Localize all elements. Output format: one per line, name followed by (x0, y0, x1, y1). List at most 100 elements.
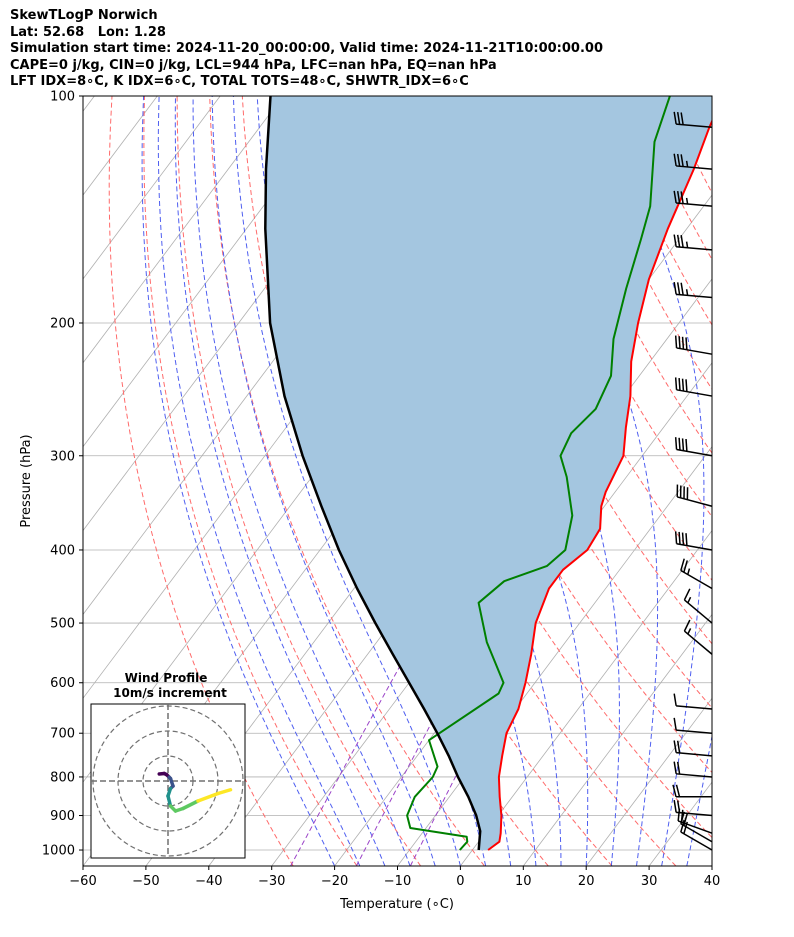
wind-barbs (672, 111, 713, 851)
y-tick-label: 700 (50, 727, 75, 742)
wind-barb-feather (676, 153, 681, 167)
wind-barb-feather (673, 234, 677, 247)
cape-shading (265, 96, 712, 850)
y-tick-label: 100 (50, 90, 75, 105)
wind-barb-feather (680, 112, 684, 125)
wind-barb (672, 784, 712, 798)
isotherm-line (83, 96, 95, 112)
x-tick-label: 40 (704, 874, 721, 889)
indices-text-2: LFT IDX=8∘C, K IDX=6∘C, TOTAL TOTS=48∘C,… (10, 74, 469, 90)
wind-barb-half-feather (687, 568, 691, 575)
wind-barb-feather (680, 282, 684, 296)
dry-adiabat-line (143, 96, 358, 866)
isotherm-line (460, 529, 712, 866)
wind-barb-staff (676, 165, 713, 170)
x-tick-label: −30 (258, 874, 285, 889)
wind-barb-feather (681, 336, 685, 350)
wind-barb-feather (673, 190, 677, 204)
wind-barb-feather (676, 234, 681, 248)
dry-adiabat-line (697, 96, 712, 127)
wind-barb-feather (680, 191, 684, 204)
y-tick-label: 1000 (42, 844, 75, 859)
x-tick-label: −20 (321, 874, 348, 889)
wind-barb-feather (680, 235, 684, 248)
wind-barb-feather (676, 112, 681, 125)
moist-adiabat-line (174, 96, 386, 866)
wind-barb (676, 484, 713, 507)
hodograph-trace-segment (181, 799, 200, 811)
wind-barb-staff (676, 773, 713, 778)
wind-barb-staff (683, 630, 713, 655)
wind-barb-half-feather (685, 197, 689, 205)
wind-barb (673, 234, 713, 251)
wind-barb (673, 153, 713, 170)
wind-barb (683, 619, 713, 655)
wind-barb (674, 437, 713, 457)
wind-barb-staff (676, 389, 713, 397)
x-tick-label: −50 (132, 874, 159, 889)
x-tick-label: 30 (641, 874, 658, 889)
moist-adiabat-line (232, 96, 461, 866)
dewpoint-line (406, 96, 671, 851)
wind-barb-feather (681, 438, 685, 451)
wind-barb-staff (676, 448, 713, 457)
wind-barb-feather (673, 281, 677, 295)
wind-barb-feather (673, 761, 677, 774)
dry-adiabat-line (502, 96, 712, 518)
wind-barb-feather (674, 531, 678, 544)
wind-barb (673, 800, 713, 817)
wind-barb (673, 761, 713, 778)
wind-barb-feather (674, 335, 678, 348)
hodograph-subtitle: 10m/s increment (113, 686, 227, 700)
x-tick-label: 10 (515, 874, 532, 889)
wind-barb (673, 190, 713, 207)
wind-barb-feather (674, 377, 678, 390)
dry-adiabat-line (535, 96, 712, 454)
isotherm-line (334, 362, 712, 866)
wind-barb-half-feather (685, 241, 689, 248)
moist-adiabat-line (141, 96, 336, 866)
indices-text: CAPE=0 j/kg, CIN=0 j/kg, LCL=944 hPa, LF… (10, 57, 497, 73)
wind-barb-feather (683, 588, 691, 601)
wind-barb-feather (678, 336, 681, 349)
wind-barb (680, 558, 713, 590)
y-tick-label: 400 (50, 543, 75, 558)
wind-barb-half-feather (685, 160, 689, 168)
chart-title: SkewTLogP Norwich (10, 8, 158, 23)
y-axis-label: Pressure (hPa) (19, 434, 34, 527)
temperature-line (487, 118, 712, 851)
wind-barb-staff (676, 293, 713, 299)
wind-barb (673, 281, 713, 299)
wind-barb (674, 531, 713, 551)
isotherm-line (585, 697, 712, 866)
parcel-line (264, 96, 482, 851)
wind-barb (683, 588, 713, 624)
dry-adiabat-line (108, 96, 294, 866)
hodograph-inset: Wind Profile 10m/s increment (90, 671, 246, 859)
wind-barb-feather (676, 800, 681, 813)
wind-barb (673, 740, 713, 757)
hodograph-trace-segment (216, 788, 233, 796)
x-tick-label: −40 (195, 874, 222, 889)
wind-barb-staff (676, 202, 713, 207)
moist-adiabat-line (211, 96, 436, 866)
wind-barb-feather (676, 282, 681, 295)
wind-barb (673, 717, 713, 734)
y-tick-label: 500 (50, 617, 75, 632)
profile-lines (264, 96, 712, 851)
wind-barb (674, 335, 713, 355)
wind-barb-staff (683, 599, 713, 624)
dry-adiabat-line (665, 96, 712, 194)
y-tick-label: 800 (50, 770, 75, 785)
x-axis-label: Temperature (∘C) (339, 897, 454, 912)
wind-barb-feather (683, 560, 688, 573)
wind-barb-half-feather (685, 289, 689, 296)
x-tick-label: −60 (69, 874, 96, 889)
wind-barb-staff (676, 705, 713, 710)
wind-barb-feather (673, 153, 677, 167)
y-tick-label: 900 (50, 809, 75, 824)
cape-area (265, 96, 712, 850)
wind-barb-staff (676, 751, 713, 757)
moist-adiabat-line (686, 96, 712, 866)
wind-barb-feather (673, 740, 677, 753)
